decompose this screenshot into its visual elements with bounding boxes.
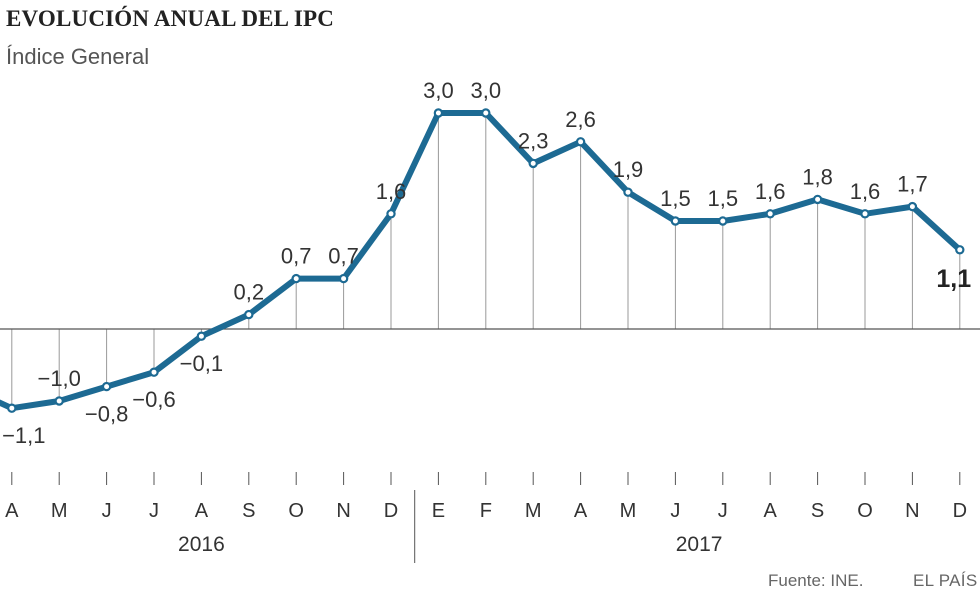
month-label: J	[102, 500, 112, 522]
month-label: A	[764, 500, 778, 522]
data-label: 1,7	[897, 172, 928, 197]
series-path	[0, 110, 963, 412]
drop-lines	[11, 113, 961, 409]
data-point	[812, 194, 823, 205]
year-label: 2017	[676, 533, 723, 556]
data-label: −1,1	[2, 423, 45, 448]
data-point	[54, 396, 64, 406]
data-point	[433, 108, 444, 118]
data-label: 1,1	[936, 265, 971, 293]
data-label: −1,0	[37, 366, 80, 391]
data-points	[7, 108, 965, 413]
data-label: 1,5	[660, 186, 691, 211]
month-label: J	[149, 500, 159, 522]
data-point	[481, 108, 491, 118]
data-point	[670, 216, 681, 226]
data-label: 1,9	[613, 157, 644, 182]
data-label: 1,6	[376, 179, 407, 204]
month-label: A	[574, 500, 588, 522]
data-point	[907, 201, 918, 212]
data-label: 0,7	[328, 244, 359, 269]
data-point	[196, 331, 207, 341]
month-label: A	[5, 500, 19, 522]
month-label: S	[811, 500, 824, 522]
data-point	[718, 216, 728, 226]
data-label: 3,0	[423, 78, 454, 103]
data-label: 3,0	[471, 78, 502, 103]
chart-title: EVOLUCIÓN ANUAL DEL IPC	[6, 6, 335, 31]
data-point	[7, 403, 17, 413]
data-label: −0,6	[132, 387, 175, 412]
month-label: N	[336, 500, 350, 522]
data-label: 1,8	[802, 164, 833, 189]
data-label: 0,7	[281, 244, 312, 269]
series-line	[0, 110, 963, 412]
month-label: D	[953, 500, 967, 522]
month-label: S	[242, 500, 255, 522]
data-point	[386, 209, 396, 219]
month-label: M	[51, 500, 68, 522]
data-point	[623, 187, 633, 197]
year-labels: 2016 2017	[178, 533, 722, 556]
month-label: O	[857, 500, 873, 522]
data-point	[765, 209, 775, 219]
publisher-brand: EL PAÍS	[913, 571, 978, 590]
month-label: D	[384, 500, 398, 522]
data-point	[291, 273, 301, 284]
month-label: N	[905, 500, 919, 522]
month-label: M	[620, 500, 637, 522]
data-label: −0,1	[180, 351, 223, 376]
data-point	[528, 158, 538, 169]
data-label: 2,6	[565, 107, 596, 132]
month-label: F	[480, 500, 492, 522]
data-point	[101, 381, 112, 392]
data-point	[955, 245, 965, 255]
data-point	[149, 367, 159, 377]
data-label: 1,5	[708, 186, 739, 211]
month-label: M	[525, 500, 542, 522]
x-axis	[0, 328, 980, 563]
month-label: J	[670, 500, 680, 522]
data-label: −0,8	[85, 402, 128, 427]
source-note: Fuente: INE.	[768, 571, 864, 590]
data-point	[338, 273, 349, 284]
year-label: 2016	[178, 533, 225, 556]
data-label: 2,3	[518, 128, 549, 153]
data-point	[860, 209, 870, 219]
data-label: 1,6	[850, 179, 881, 204]
data-label: 1,6	[755, 179, 786, 204]
month-label: J	[718, 500, 728, 522]
month-label: E	[432, 500, 445, 522]
month-label: A	[195, 500, 209, 522]
chart-subtitle: Índice General	[6, 44, 150, 69]
data-label: 0,2	[234, 280, 265, 305]
data-labels: −1,1 −1,0−0,8−0,6−0,1 0,2 0,7 0,7 1,6 3,0 3,0 2,…	[2, 78, 971, 448]
data-point	[575, 137, 586, 147]
month-label: O	[288, 500, 304, 522]
data-point	[244, 309, 254, 320]
